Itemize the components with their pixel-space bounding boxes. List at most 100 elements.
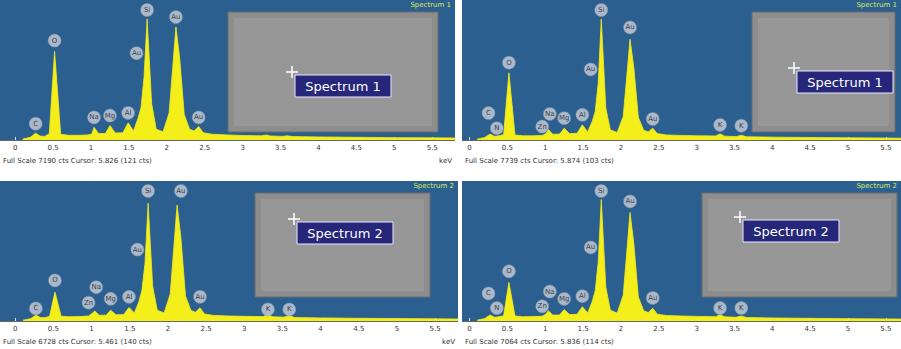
svg-text:0: 0: [13, 144, 17, 152]
svg-text:K: K: [718, 121, 723, 129]
svg-text:Mg: Mg: [105, 112, 115, 120]
svg-text:C: C: [33, 304, 38, 312]
svg-text:2.5: 2.5: [653, 144, 664, 152]
svg-text:Full Scale 6728 cts Cursor: 5.: Full Scale 6728 cts Cursor: 5.461 (140 c…: [3, 338, 152, 346]
svg-text:Mg: Mg: [559, 295, 569, 303]
svg-text:0.5: 0.5: [502, 144, 513, 152]
svg-text:Al: Al: [126, 293, 133, 301]
svg-text:5: 5: [395, 325, 399, 333]
svg-text:Au: Au: [625, 23, 634, 31]
svg-text:Full Scale 7739 cts Cursor: 5.: Full Scale 7739 cts Cursor: 5.874 (103 c…: [465, 157, 614, 165]
svg-text:Spectrum 2: Spectrum 2: [307, 226, 382, 241]
svg-text:2: 2: [166, 325, 170, 333]
svg-text:5: 5: [846, 144, 850, 152]
svg-text:C: C: [486, 109, 491, 117]
svg-text:O: O: [506, 267, 512, 275]
svg-text:Al: Al: [125, 109, 132, 117]
svg-text:2: 2: [619, 144, 623, 152]
svg-text:O: O: [52, 37, 58, 45]
svg-text:Au: Au: [132, 49, 141, 57]
svg-text:Spectrum 1: Spectrum 1: [807, 75, 882, 90]
svg-text:Zn: Zn: [538, 302, 547, 310]
svg-text:Au: Au: [648, 294, 657, 302]
svg-text:Si: Si: [598, 6, 604, 14]
svg-text:Na: Na: [545, 288, 555, 296]
svg-text:3: 3: [242, 325, 246, 333]
svg-text:Spectrum 2: Spectrum 2: [856, 182, 897, 190]
svg-text:5.5: 5.5: [430, 325, 441, 333]
svg-text:K: K: [287, 305, 292, 313]
svg-text:0.5: 0.5: [48, 144, 59, 152]
svg-text:1: 1: [89, 325, 93, 333]
svg-text:N: N: [494, 304, 499, 312]
svg-text:3.5: 3.5: [275, 144, 286, 152]
svg-text:2.5: 2.5: [199, 144, 210, 152]
svg-text:2.5: 2.5: [201, 325, 212, 333]
svg-text:5.5: 5.5: [427, 144, 438, 152]
svg-text:Au: Au: [176, 187, 185, 195]
svg-text:5: 5: [392, 144, 396, 152]
svg-text:Au: Au: [171, 13, 180, 21]
svg-text:1.5: 1.5: [578, 144, 589, 152]
svg-text:Si: Si: [144, 6, 150, 14]
svg-text:Na: Na: [91, 283, 101, 291]
svg-text:N: N: [494, 124, 499, 132]
svg-text:Na: Na: [89, 113, 99, 121]
svg-text:3.5: 3.5: [729, 144, 740, 152]
svg-text:5.5: 5.5: [880, 144, 891, 152]
svg-text:3: 3: [240, 144, 244, 152]
svg-text:2: 2: [619, 325, 623, 333]
svg-text:4.5: 4.5: [805, 325, 816, 333]
svg-text:K: K: [739, 304, 744, 312]
svg-text:3: 3: [694, 144, 698, 152]
svg-text:Au: Au: [586, 65, 595, 73]
svg-text:1: 1: [89, 144, 93, 152]
svg-text:Si: Si: [145, 187, 151, 195]
svg-text:1.5: 1.5: [578, 325, 589, 333]
svg-text:O: O: [52, 276, 58, 284]
svg-text:Au: Au: [194, 113, 203, 121]
svg-text:Mg: Mg: [559, 114, 569, 122]
svg-text:4: 4: [316, 144, 321, 152]
svg-text:1: 1: [543, 144, 547, 152]
svg-text:C: C: [486, 289, 491, 297]
svg-text:3.5: 3.5: [729, 325, 740, 333]
svg-text:C: C: [33, 120, 38, 128]
svg-text:4: 4: [770, 325, 775, 333]
svg-text:Na: Na: [545, 110, 555, 118]
svg-text:Zn: Zn: [538, 123, 547, 131]
svg-text:keV: keV: [439, 157, 452, 165]
svg-text:Full Scale 7190 cts Cursor: 5.: Full Scale 7190 cts Cursor: 5.826 (121 c…: [3, 157, 152, 165]
svg-text:4.5: 4.5: [351, 144, 362, 152]
svg-text:Spectrum 1: Spectrum 1: [305, 79, 380, 94]
svg-text:4.5: 4.5: [353, 325, 364, 333]
svg-text:Mg: Mg: [105, 295, 115, 303]
svg-text:2: 2: [165, 144, 169, 152]
svg-text:4: 4: [318, 325, 323, 333]
svg-text:0: 0: [467, 144, 471, 152]
svg-text:Au: Au: [625, 197, 634, 205]
svg-text:Au: Au: [133, 246, 142, 254]
svg-text:4: 4: [770, 144, 775, 152]
svg-text:5.5: 5.5: [880, 325, 891, 333]
svg-text:Spectrum 1: Spectrum 1: [856, 1, 897, 9]
svg-text:1.5: 1.5: [123, 144, 134, 152]
svg-text:5: 5: [846, 325, 850, 333]
svg-text:K: K: [739, 122, 744, 130]
svg-text:0.5: 0.5: [48, 325, 59, 333]
svg-text:1.5: 1.5: [124, 325, 135, 333]
svg-text:0.5: 0.5: [502, 325, 513, 333]
svg-text:4.5: 4.5: [805, 144, 816, 152]
svg-text:3.5: 3.5: [277, 325, 288, 333]
svg-text:Full Scale 7064 cts Cursor: 5.: Full Scale 7064 cts Cursor: 5.836 (114 c…: [465, 338, 614, 346]
svg-text:Spectrum 2: Spectrum 2: [413, 182, 454, 190]
svg-text:3: 3: [694, 325, 698, 333]
svg-text:Au: Au: [648, 115, 657, 123]
svg-text:Zn: Zn: [84, 299, 93, 307]
svg-text:Au: Au: [195, 293, 204, 301]
svg-text:Spectrum 1: Spectrum 1: [410, 1, 451, 9]
svg-text:Au: Au: [586, 243, 595, 251]
svg-text:keV: keV: [442, 338, 455, 346]
svg-text:1: 1: [543, 325, 547, 333]
svg-text:O: O: [506, 59, 512, 67]
